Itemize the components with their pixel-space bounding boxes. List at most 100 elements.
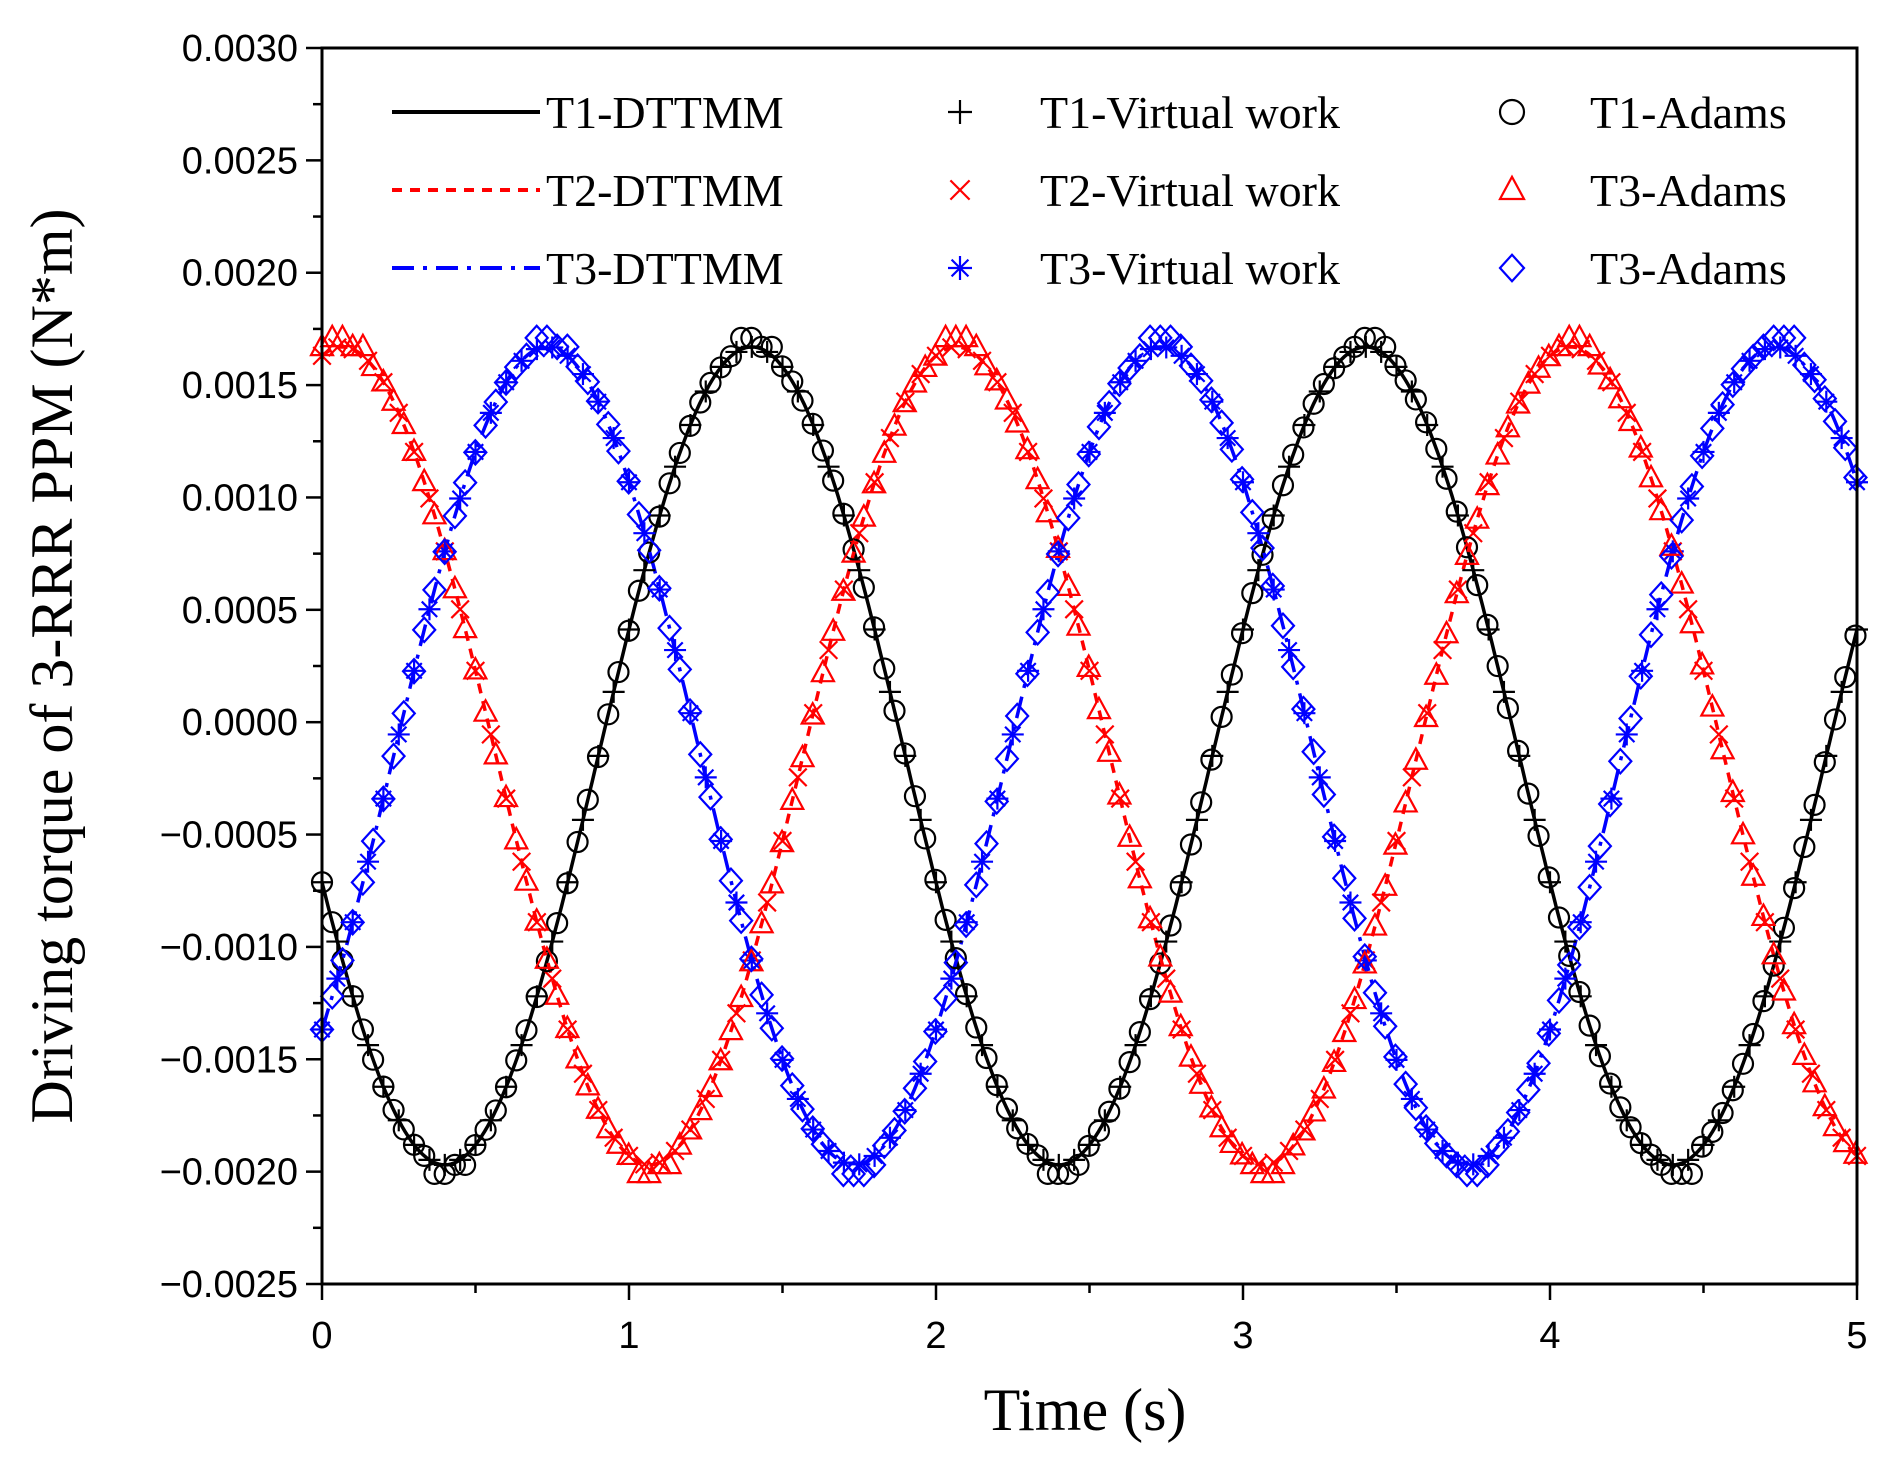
data-point-circle: [1711, 1101, 1734, 1125]
data-point-triangle: [1505, 389, 1531, 414]
data-point-triangle: [615, 1141, 642, 1166]
data-point-diamond: [1066, 470, 1091, 499]
data-point-diamond: [1474, 1151, 1500, 1179]
data-point-diamond: [1495, 1117, 1521, 1146]
data-point-star: [1569, 911, 1592, 934]
data-point-diamond: [626, 500, 652, 529]
data-point-x: [481, 724, 501, 745]
data-point-triangle: [1699, 692, 1726, 717]
data-point-plus: [1308, 380, 1331, 403]
data-point-triangle: [1658, 532, 1685, 556]
data-point-triangle: [1525, 354, 1552, 378]
data-point-triangle: [1341, 985, 1368, 1010]
data-point-plus: [771, 355, 794, 378]
data-point-diamond: [1699, 414, 1725, 443]
data-point-circle: [1230, 622, 1254, 645]
data-point-diamond: [1618, 704, 1644, 733]
data-point-circle: [1599, 1072, 1622, 1095]
data-point-diamond: [636, 536, 662, 564]
data-point-diamond: [697, 783, 723, 811]
data-point-diamond: [1280, 653, 1306, 681]
data-point-triangle: [1239, 1150, 1266, 1175]
data-point-diamond: [340, 908, 366, 937]
data-point-circle: [995, 1097, 1019, 1120]
data-point-circle: [1414, 411, 1438, 434]
data-point-diamond: [738, 945, 764, 973]
data-point-diamond: [544, 333, 570, 361]
data-point-triangle: [472, 698, 499, 722]
data-point-circle: [1006, 1117, 1029, 1140]
data-point-triangle: [350, 332, 376, 357]
data-point-x: [1294, 1119, 1314, 1140]
data-point-diamond: [1035, 578, 1061, 607]
data-point-diamond: [1178, 352, 1204, 380]
data-point-diamond: [1628, 662, 1654, 690]
data-point-circle: [1486, 654, 1509, 678]
data-point-triangle: [1801, 1068, 1828, 1093]
data-point-circle: [1128, 1021, 1151, 1044]
data-point-triangle: [881, 412, 908, 436]
data-point-diamond: [1536, 1019, 1562, 1048]
data-point-x: [450, 599, 470, 619]
data-point-circle: [965, 1016, 988, 1039]
data-point-triangle: [1443, 579, 1470, 604]
data-point-triangle: [1413, 703, 1439, 728]
data-point-triangle: [1750, 902, 1777, 927]
data-point-diamond: [1362, 979, 1388, 1007]
data-point-x: [373, 372, 393, 392]
data-point-diamond: [769, 1044, 795, 1073]
data-point-diamond: [1342, 904, 1368, 933]
data-point-diamond: [1761, 324, 1787, 352]
data-point-star: [618, 471, 640, 494]
data-point-diamond: [432, 538, 458, 566]
data-point-diamond: [1188, 367, 1214, 395]
data-point-circle: [1823, 708, 1847, 731]
data-point-star: [341, 911, 364, 934]
data-point-diamond: [759, 1014, 785, 1042]
data-point-diamond: [1393, 1070, 1419, 1098]
data-point-circle: [1844, 624, 1867, 647]
y-tick-label: 0.0020: [182, 253, 298, 295]
data-point-circle: [975, 1046, 998, 1070]
data-point-circle: [760, 335, 783, 358]
data-point-plus: [326, 930, 349, 953]
data-point-circle: [1762, 954, 1785, 977]
data-point-triangle: [329, 323, 356, 348]
data-point-x: [1095, 724, 1115, 745]
legend-label: T1-DTTMM: [546, 87, 784, 138]
y-axis: −0.0025 −0.0020 −0.0015 −0.0010 −0.0005 0.000…: [160, 28, 322, 1306]
data-point-triangle: [1229, 1140, 1255, 1165]
data-point-star: [387, 723, 410, 746]
data-point-diamond: [1526, 1049, 1552, 1077]
data-point-triangle: [1382, 830, 1409, 855]
data-point-diamond: [1158, 324, 1184, 352]
y-tick-label: 0.0015: [182, 365, 298, 407]
data-point-plus: [1063, 1148, 1086, 1171]
data-point-star: [1554, 967, 1577, 990]
data-point-diamond: [1311, 780, 1337, 809]
data-point-diamond: [1822, 407, 1848, 436]
data-point-x: [757, 892, 777, 913]
data-point-diamond: [1648, 580, 1674, 609]
data-point-x: [1801, 1064, 1821, 1084]
data-point-circle: [423, 1162, 446, 1185]
data-point-diamond: [401, 657, 427, 685]
data-point-triangle: [963, 332, 990, 357]
data-point-diamond: [1321, 823, 1347, 851]
data-point-triangle: [513, 867, 540, 891]
data-point-triangle: [1679, 609, 1705, 634]
data-point-diamond: [779, 1071, 805, 1100]
data-point-circle: [689, 391, 712, 414]
y-tick-label: 0.0010: [182, 477, 298, 519]
data-point-triangle: [1372, 872, 1399, 896]
data-point-diamond: [1710, 390, 1736, 419]
data-point-plus: [1646, 1148, 1669, 1171]
data-point-triangle: [1280, 1131, 1307, 1156]
data-point-diamond: [1168, 333, 1194, 361]
data-point-x: [465, 661, 486, 681]
data-point-star: [894, 1099, 917, 1122]
data-point-x: [496, 789, 516, 809]
data-point-star: [1370, 1002, 1393, 1025]
data-point-star: [1600, 787, 1623, 810]
data-point-circle: [1169, 874, 1192, 897]
